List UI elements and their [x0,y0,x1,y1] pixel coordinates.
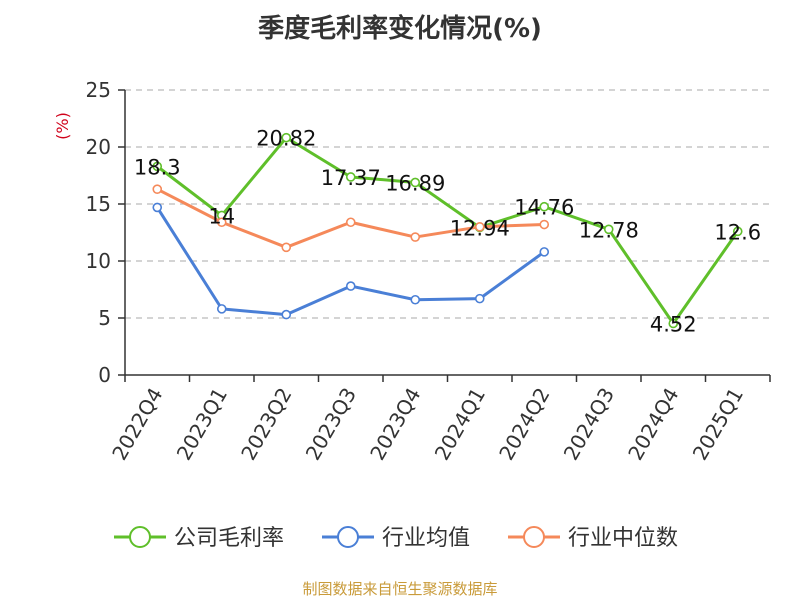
legend-label: 公司毛利率 [174,526,284,551]
data-label: 12.6 [714,220,761,244]
data-point [216,304,227,314]
data-point [474,222,485,232]
data-label: 14.76 [514,196,574,220]
data-label: 14 [208,204,235,228]
data-label: 12.94 [450,216,510,240]
chart-title: 季度毛利率变化情况(%) [258,14,542,44]
data-label: 16.89 [385,171,445,195]
legend-item-0: 公司毛利率 [114,526,284,551]
data-point [281,309,292,320]
legend: 公司毛利率 行业均值 行业中位数 [114,526,678,551]
data-point [410,232,421,242]
x-tick-label: 2024Q4 [623,384,683,465]
x-tick-label: 2025Q1 [688,384,748,465]
data-point [281,132,292,143]
x-tick-label: 2024Q2 [494,384,554,465]
data-point [152,202,163,213]
data-point [474,293,485,304]
y-axis-label: (%) [53,112,72,140]
series-line [156,136,739,325]
data-point [216,217,227,228]
y-tick-label: 15 [86,192,111,216]
data-point [539,219,550,230]
x-tick-label: 2023Q4 [365,384,425,465]
data-point [152,184,163,194]
source-note: 制图数据来自恒生聚源数据库 [302,580,498,598]
y-tick-label: 5 [98,306,111,330]
legend-item-2: 行业中位数 [508,526,678,551]
x-tick-label: 2023Q1 [172,384,232,465]
x-tick-label: 2024Q3 [559,384,619,465]
x-tick-label: 2023Q3 [301,384,361,465]
data-label: 18.3 [134,155,181,179]
data-point [539,247,550,257]
legend-item-1: 行业均值 [322,526,470,551]
legend-marker [523,526,545,548]
series-1 [152,202,550,320]
x-tick-label: 2022Q4 [107,384,167,465]
x-tick-label: 2024Q1 [430,384,490,465]
legend-marker [129,526,151,548]
data-point [345,172,356,182]
data-point [410,177,421,188]
y-tick-label: 0 [98,363,111,387]
y-tick-label: 20 [86,135,111,159]
data-label: 17.37 [321,166,381,190]
data-label: 20.82 [256,127,316,151]
legend-marker [337,526,359,548]
x-tick-label: 2023Q2 [236,384,296,465]
data-point [345,281,356,291]
data-point [152,161,163,172]
data-label: 12.78 [579,218,639,242]
axis-layer: 0 5 10 15 20 25 2022Q4 2023Q1 2023Q2 2023Q3 2023Q4… [86,78,771,465]
data-point [410,294,421,305]
data-point [539,201,550,212]
data-point [668,318,679,329]
series-layer [152,132,743,329]
data-point [345,217,356,228]
y-tick-label: 25 [86,78,111,102]
y-tick-label: 10 [86,249,111,273]
series-2 [152,184,550,253]
data-point [732,226,743,237]
data-point [603,224,614,235]
legend-label: 行业中位数 [568,526,678,551]
legend-label: 行业均值 [382,526,470,551]
data-label: 4.52 [650,312,697,336]
data-point [281,242,292,253]
